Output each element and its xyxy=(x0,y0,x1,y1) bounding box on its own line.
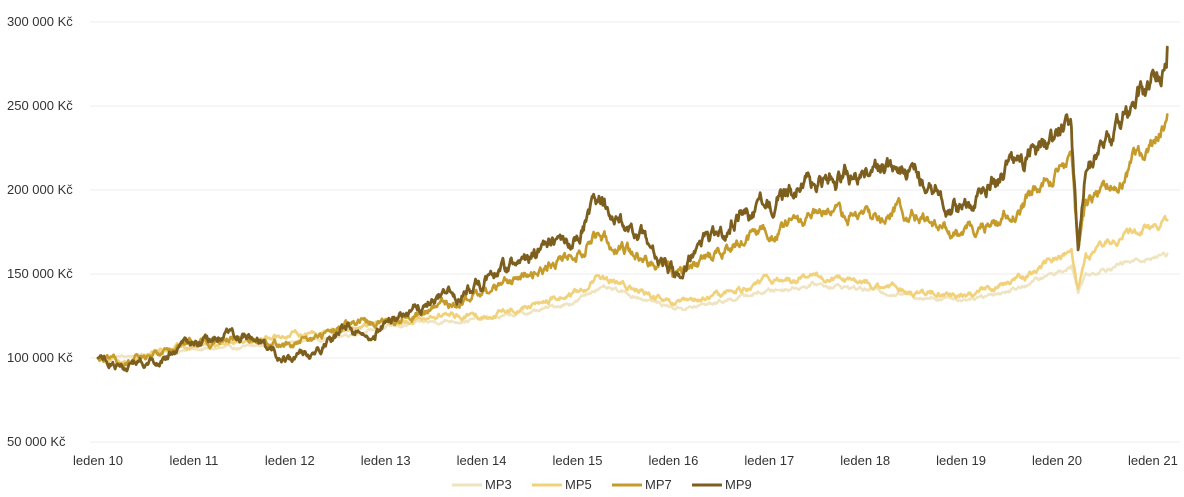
series-line-mp9 xyxy=(96,45,1169,373)
legend-label: MP3 xyxy=(485,477,512,492)
legend-item-mp7[interactable]: MP7 xyxy=(612,477,672,492)
legend-item-mp3[interactable]: MP3 xyxy=(452,477,512,492)
y-tick-label: 150 000 Kč xyxy=(7,266,73,281)
series-line-mp7 xyxy=(96,113,1169,369)
x-tick-label: leden 20 xyxy=(1032,453,1082,468)
grid-layer xyxy=(90,21,1180,443)
x-tick-label: leden 13 xyxy=(361,453,411,468)
x-tick-label: leden 16 xyxy=(648,453,698,468)
y-tick-label: 50 000 Kč xyxy=(7,434,66,449)
x-tick-label: leden 14 xyxy=(457,453,507,468)
series-layer xyxy=(96,45,1169,373)
legend-label: MP7 xyxy=(645,477,672,492)
legend-item-mp9[interactable]: MP9 xyxy=(692,477,752,492)
y-axis: 50 000 Kč 100 000 Kč 150 000 Kč 200 000 Kč 2… xyxy=(7,14,73,449)
x-tick-label: leden 21 xyxy=(1128,453,1178,468)
y-tick-label: 300 000 Kč xyxy=(7,14,73,29)
x-tick-label: leden 18 xyxy=(840,453,890,468)
legend-item-mp5[interactable]: MP5 xyxy=(532,477,592,492)
x-tick-label: leden 11 xyxy=(169,453,218,468)
x-tick-label: leden 19 xyxy=(936,453,986,468)
y-tick-label: 100 000 Kč xyxy=(7,350,73,365)
legend-label: MP5 xyxy=(565,477,592,492)
x-tick-label: leden 15 xyxy=(553,453,603,468)
y-tick-label: 250 000 Kč xyxy=(7,98,73,113)
series-line-mp5 xyxy=(96,215,1169,366)
legend: MP3 MP5 MP7 MP9 xyxy=(452,477,752,492)
x-axis: leden 10 leden 11 leden 12 leden 13 leden 14… xyxy=(73,453,1178,468)
x-tick-label: leden 17 xyxy=(744,453,794,468)
x-tick-label: leden 12 xyxy=(265,453,315,468)
y-tick-label: 200 000 Kč xyxy=(7,182,73,197)
legend-label: MP9 xyxy=(725,477,752,492)
x-tick-label: leden 10 xyxy=(73,453,123,468)
